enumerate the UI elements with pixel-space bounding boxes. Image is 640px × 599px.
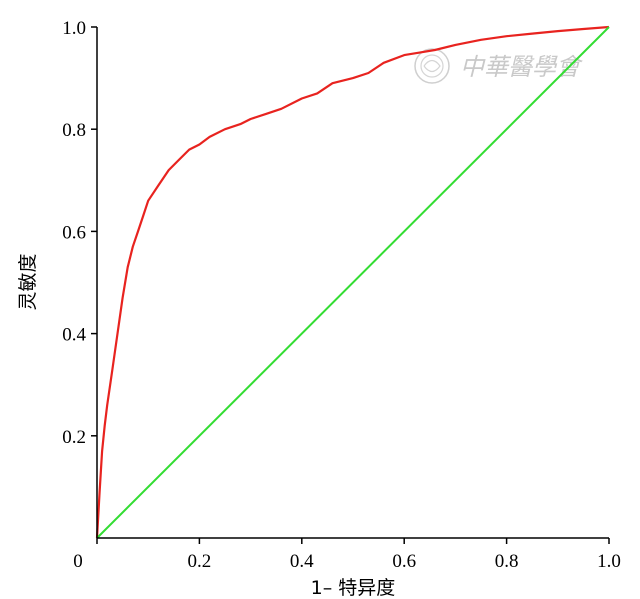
x-tick-label: 0	[73, 551, 83, 572]
axes	[96, 27, 609, 539]
y-tick-label: 0.2	[62, 427, 86, 448]
watermark: 中華醫學會	[414, 48, 583, 84]
y-ticks: 0.2 0.4 0.6 0.8 1.0	[62, 18, 97, 448]
watermark-seal-icon	[414, 48, 450, 84]
x-axis-title: 1– 特异度	[311, 577, 396, 599]
y-axis-title: 灵敏度	[17, 253, 39, 310]
series-layer	[95, 25, 610, 539]
y-tick-label: 0.6	[62, 222, 86, 243]
roc-curve-line	[95, 25, 610, 539]
watermark-text: 中華醫學會	[460, 53, 583, 81]
y-tick-label: 0.8	[62, 120, 86, 141]
x-tick-label: 0.4	[290, 551, 314, 572]
x-tick-label: 0.2	[188, 551, 212, 572]
x-tick-label: 0.8	[495, 551, 519, 572]
x-tick-label: 0.6	[392, 551, 416, 572]
reference-diagonal-line	[96, 26, 610, 539]
y-tick-label: 0.4	[62, 325, 86, 346]
y-tick-label: 1.0	[62, 18, 86, 39]
x-tick-label: 1.0	[597, 551, 621, 572]
x-ticks: 0 0.2 0.4 0.6 0.8 1.0	[73, 538, 621, 572]
